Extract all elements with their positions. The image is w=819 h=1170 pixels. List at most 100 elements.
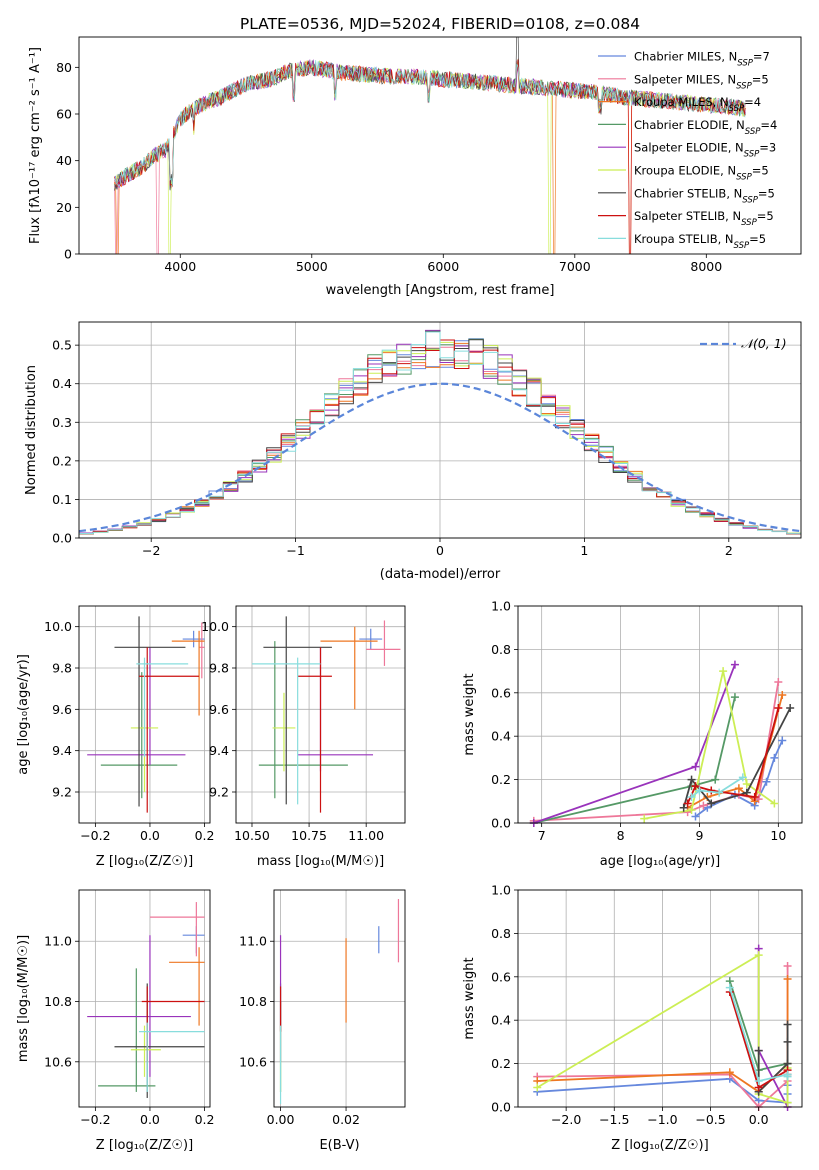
x-tick-label: 2 [725, 543, 733, 558]
age-vs-mass-panel: 10.50 10.75 11.00 9.2 9.4 9.6 9.8 10.0 mass [log… [201, 605, 406, 869]
y-tick-label: 9.6 [209, 702, 229, 717]
plot-area [114, 37, 746, 254]
x-axis-label: mass [log₁₀(M/M☉)] [257, 854, 384, 869]
weight-marker [734, 784, 743, 793]
residual-histogram-panel: −2 −1 0 1 2 0.0 0.1 0.2 0.3 0.4 0.5 (data-model)/er… [24, 321, 802, 582]
x-axis-label: (data-model)/error [380, 567, 501, 582]
y-tick-label: 0.2 [52, 453, 72, 468]
y-tick-label: 0.3 [52, 415, 72, 430]
y-tick-label: 0.8 [491, 642, 511, 657]
y-tick-label: 9.4 [52, 743, 72, 758]
y-axis-label: Flux [fλ10⁻¹⁷ erg cm⁻² s⁻¹ A⁻¹] [28, 47, 43, 244]
x-tick-label: 0.02 [332, 1112, 360, 1127]
weight-line-kroupa-stelib [691, 776, 744, 798]
y-tick-label: 0.1 [52, 492, 72, 507]
axes-frame [78, 889, 211, 1108]
x-tick-label: −0.5 [695, 1112, 725, 1127]
y-tick-label: 10.8 [44, 994, 72, 1009]
y-tick-label: 60 [56, 107, 72, 122]
axes-frame [273, 889, 406, 1108]
y-tick-label: 10.8 [239, 994, 267, 1009]
weight-marker [774, 703, 783, 712]
x-tick-label: 4000 [164, 259, 196, 274]
weight-marker [687, 805, 696, 814]
plot-area [79, 329, 801, 535]
x-tick-label: 8 [617, 828, 625, 843]
x-tick-label: 11.00 [348, 828, 384, 843]
x-tick-label: 5000 [296, 259, 328, 274]
weight-marker [699, 801, 708, 810]
plot-area [87, 902, 205, 1098]
x-tick-label: −0.2 [80, 828, 110, 843]
weight-marker [738, 773, 747, 782]
weight-marker [786, 703, 795, 712]
x-tick-label: 6000 [427, 259, 459, 274]
mass-weight-vs-metallicity-panel: −2.0 −1.5 −1.0 −0.5 0.0 0.0 0.2 0.4 0.6 0.8 1.0 Z [… [462, 883, 803, 1153]
weight-marker [640, 814, 649, 823]
plot-area [87, 616, 205, 813]
x-tick-label: −0.2 [80, 1112, 110, 1127]
weight-marker [778, 736, 787, 745]
weight-marker [754, 951, 763, 960]
x-tick-label: 0.0 [140, 1112, 160, 1127]
x-axis-label: Z [log₁₀(Z/Z☉)] [96, 1138, 193, 1153]
weight-marker [730, 693, 739, 702]
y-tick-label: 0.4 [491, 729, 511, 744]
y-tick-label: 9.6 [52, 702, 72, 717]
weight-marker [783, 1037, 792, 1046]
weight-marker [754, 1046, 763, 1055]
legend-label: Chabrier ELODIE, NSSP=4 [634, 118, 777, 137]
x-tick-label: 0.0 [749, 1112, 769, 1127]
y-tick-label: 11.0 [44, 934, 72, 949]
y-tick-label: 9.8 [52, 661, 72, 676]
x-tick-label: −2 [142, 543, 160, 558]
spectrum-legend: Chabrier MILES, NSSP=7 Salpeter MILES, NS… [598, 50, 777, 251]
weight-marker [707, 799, 716, 808]
weight-marker [695, 786, 704, 795]
y-axis-label: Normed distribution [24, 365, 39, 495]
y-tick-label: 0.2 [491, 1056, 511, 1071]
x-tick-label: −1.0 [647, 1112, 677, 1127]
weight-marker [691, 782, 700, 791]
age-vs-metallicity-panel: −0.2 0.0 0.2 9.2 9.4 9.6 9.8 10.0 Z [log₁₀(Z/Z☉)… [16, 605, 214, 869]
y-tick-label: 10.6 [239, 1054, 267, 1069]
weight-marker [783, 961, 792, 970]
y-tick-label: 10.0 [201, 619, 229, 634]
y-tick-label: 9.2 [209, 785, 229, 800]
weight-marker [691, 762, 700, 771]
y-tick-label: 10.0 [44, 619, 72, 634]
y-axis-label: age [log₁₀(age/yr)] [16, 654, 31, 775]
x-axis-label: Z [log₁₀(Z/Z☉)] [96, 854, 193, 869]
y-tick-label: 9.4 [209, 743, 229, 758]
axes-frame [78, 36, 802, 255]
x-tick-label: −1 [286, 543, 304, 558]
y-tick-label: 40 [56, 153, 72, 168]
y-tick-label: 10.6 [44, 1054, 72, 1069]
weight-marker [725, 983, 734, 992]
y-tick-label: 9.2 [52, 785, 72, 800]
weight-marker [683, 799, 692, 808]
spectrum-line-kroupa-stelib [114, 60, 746, 186]
y-tick-label: 0.6 [491, 685, 511, 700]
legend-label: Kroupa STELIB, NSSP=5 [634, 232, 766, 251]
weight-marker [783, 974, 792, 983]
weight-marker [774, 677, 783, 686]
y-axis-label: mass weight [462, 673, 477, 755]
y-tick-label: 80 [56, 60, 72, 75]
weight-marker [783, 1072, 792, 1081]
x-axis-label: wavelength [Angstrom, rest frame] [326, 283, 555, 298]
weight-line-chabrier-elodie [533, 696, 736, 824]
weight-marker [533, 1083, 542, 1092]
weight-marker [742, 779, 751, 788]
figure-title: PLATE=0536, MJD=52024, FIBERID=0108, z=0… [240, 15, 640, 33]
axes-frame [517, 889, 803, 1108]
x-tick-label: 10.75 [291, 828, 327, 843]
x-axis-label: Z [log₁₀(Z/Z☉)] [611, 1138, 708, 1153]
weight-marker [719, 667, 728, 676]
weight-line-salpeter-miles [533, 681, 780, 822]
weight-marker [770, 799, 779, 808]
x-axis-label: age [log₁₀(age/yr)] [600, 854, 721, 869]
x-tick-label: 10 [770, 828, 786, 843]
x-tick-label: −2.0 [551, 1112, 581, 1127]
y-tick-label: 0.2 [491, 772, 511, 787]
